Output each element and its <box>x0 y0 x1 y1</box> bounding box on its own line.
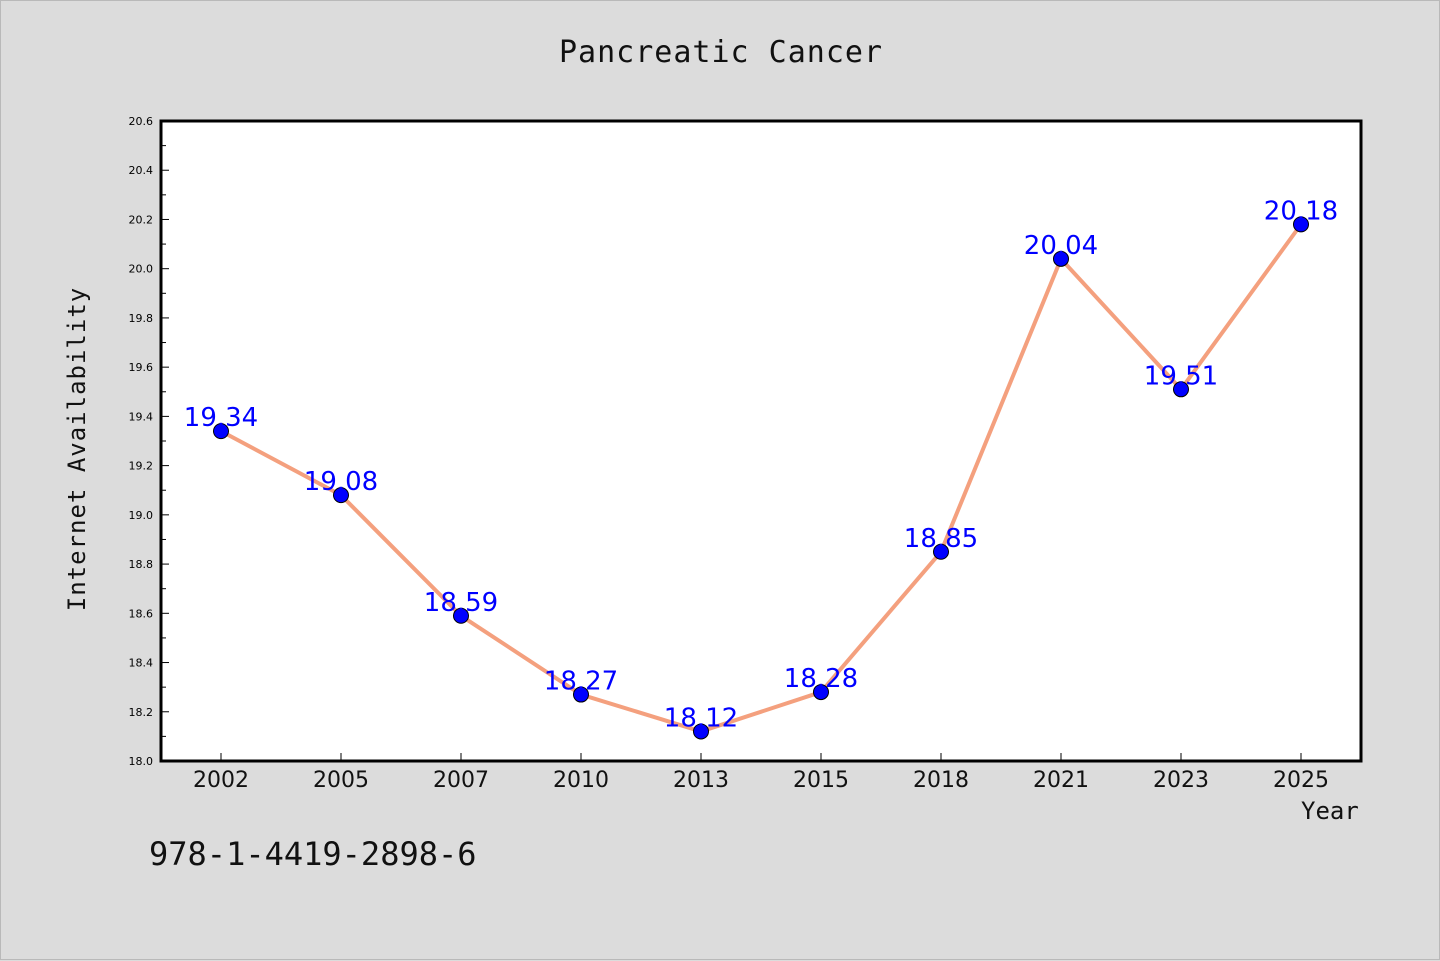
data-label: 18.28 <box>784 664 858 694</box>
y-tick-label: 18.8 <box>129 558 154 571</box>
data-point <box>1173 381 1189 398</box>
data-point <box>933 543 949 560</box>
data-point <box>213 423 229 440</box>
x-tick-label: 2023 <box>1153 768 1209 793</box>
y-tick-label: 18.4 <box>129 657 154 670</box>
data-label: 20.18 <box>1264 196 1338 226</box>
x-tick-label: 2021 <box>1033 768 1089 793</box>
x-tick-label: 2007 <box>433 768 489 793</box>
data-label: 18.27 <box>544 667 618 697</box>
x-tick-label: 2013 <box>673 768 729 793</box>
data-label: 18.85 <box>904 524 978 554</box>
y-tick-label: 19.2 <box>129 460 154 473</box>
y-tick-label: 20.2 <box>129 213 154 226</box>
y-tick-label: 18.6 <box>129 607 154 620</box>
y-tick-label: 20.6 <box>129 115 154 128</box>
data-point <box>573 686 589 703</box>
data-label: 20.04 <box>1024 231 1098 261</box>
y-tick-label: 20.4 <box>129 164 154 177</box>
y-tick-label: 19.6 <box>129 361 154 374</box>
chart-title: Pancreatic Cancer <box>558 35 884 70</box>
series: 19.34 19.08 18.59 18.27 18.12 18.28 18.85 20.04… <box>184 196 1338 740</box>
isbn-text: 978-1-4419-2898-6 <box>149 835 477 873</box>
data-point <box>333 487 349 504</box>
x-tick-label: 2018 <box>913 768 969 793</box>
data-label: 18.12 <box>664 703 738 733</box>
y-axis: 18.0 18.2 18.4 18.6 18.8 19.0 19.2 19.4 19.6 19.8… <box>129 115 169 768</box>
data-point <box>693 723 709 740</box>
series-line <box>220 223 1303 734</box>
y-tick-label: 18.0 <box>129 755 154 768</box>
data-point <box>1293 216 1309 233</box>
data-label: 18.59 <box>424 588 498 618</box>
y-tick-label: 20.0 <box>129 263 154 276</box>
y-tick-label: 19.8 <box>129 312 154 325</box>
x-tick-label: 2015 <box>793 768 849 793</box>
x-axis: 2002 2005 2007 2010 2013 2015 2018 2021 2023 2025 <box>193 753 1329 793</box>
data-point <box>813 684 829 701</box>
y-tick-label: 19.0 <box>129 509 154 522</box>
x-axis-label: Year <box>1301 797 1359 825</box>
y-axis-label: Internet Availability <box>63 286 91 612</box>
x-tick-label: 2005 <box>313 768 369 793</box>
data-point <box>1053 250 1069 267</box>
y-tick-label: 19.4 <box>129 410 154 423</box>
data-label: 19.08 <box>304 467 378 497</box>
x-tick-label: 2025 <box>1273 768 1329 793</box>
y-tick-label: 18.2 <box>129 706 154 719</box>
x-tick-label: 2002 <box>193 768 249 793</box>
data-label: 19.34 <box>184 403 258 433</box>
plot-area <box>159 119 1363 763</box>
data-label: 19.51 <box>1144 361 1218 391</box>
data-point <box>453 607 469 624</box>
x-tick-label: 2010 <box>553 768 609 793</box>
